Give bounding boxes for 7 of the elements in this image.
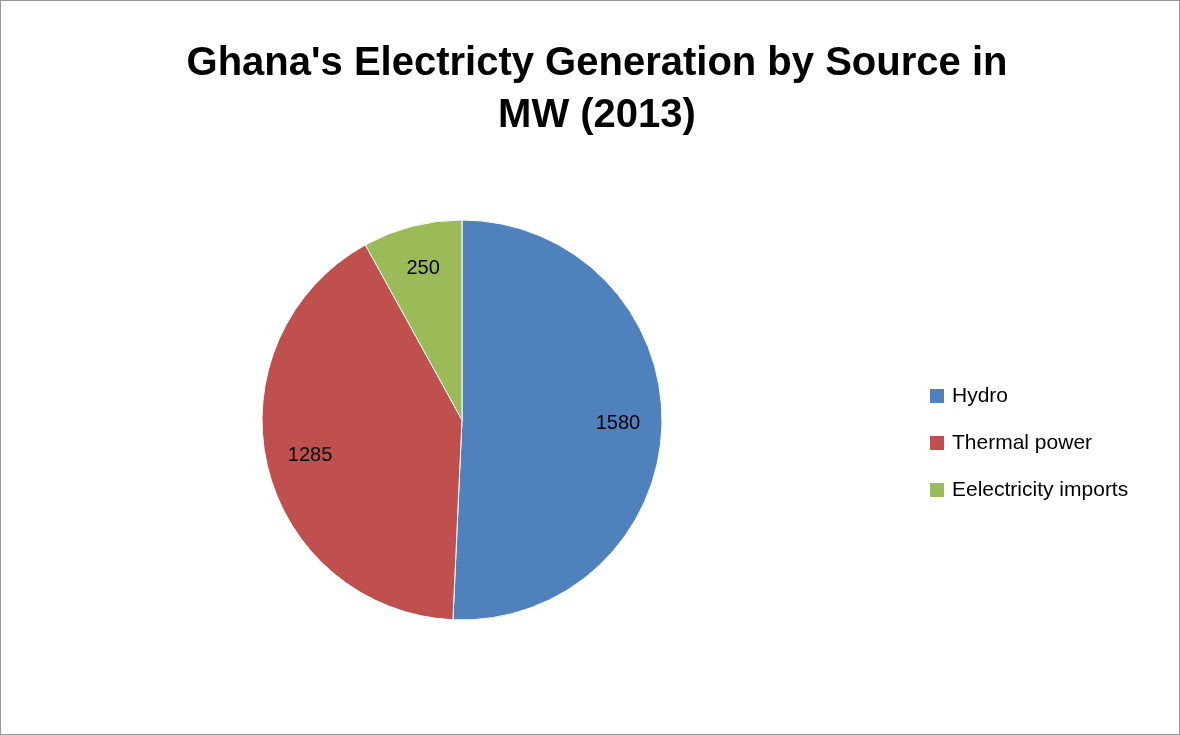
legend-label: Hydro	[952, 382, 1009, 406]
legend-label: Eelectricity imports	[952, 476, 1129, 500]
chart-title: Ghana's Electricty Generation by Source in MW (2013)	[186, 39, 1008, 135]
data-label: 1580	[595, 410, 641, 433]
legend-label: Thermal power	[952, 429, 1093, 453]
data-label: 250	[406, 256, 440, 279]
data-label: 1285	[287, 442, 333, 465]
